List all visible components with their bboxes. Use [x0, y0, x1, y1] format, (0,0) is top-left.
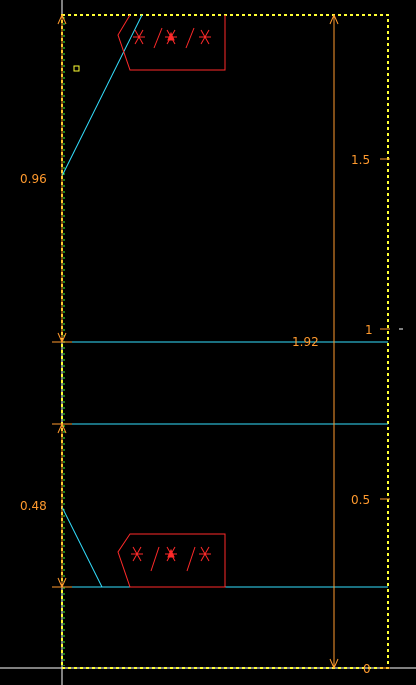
center-dim-arrow-bottom [329, 658, 339, 670]
scale-label-0: 0 [363, 662, 371, 676]
lower-left-dimension[interactable]: 0.48 [20, 422, 72, 589]
scale-label-0.5: 0.5 [351, 493, 370, 507]
center-dim-arrow-top [329, 13, 339, 25]
upper-dimension-label: 0.96 [20, 172, 47, 186]
lower-symbol-frame [117, 533, 226, 588]
upper-brace-line[interactable] [61, 14, 143, 177]
center-dimension-label: 1.92 [292, 335, 319, 349]
scale-label-1.5: 1.5 [351, 153, 370, 167]
right-scale: 0 0.5 1 1.5 [351, 153, 403, 676]
small-square-marker-icon[interactable] [73, 65, 80, 72]
upper-weld-symbol-icon[interactable] [117, 14, 226, 71]
scale-label-1: 1 [365, 323, 373, 337]
upper-symbol-frame [117, 14, 226, 71]
lower-weld-symbol-icon[interactable] [117, 533, 226, 588]
lower-brace-line[interactable] [61, 506, 103, 588]
upper-left-dimension[interactable]: 0.96 [20, 13, 72, 344]
upper-symbol-glyphs [133, 27, 211, 49]
lower-dimension-label: 0.48 [20, 499, 47, 513]
upper-dim-arrow-top [57, 13, 67, 25]
lower-symbol-glyphs [131, 546, 211, 572]
center-dimension[interactable]: 1.92 [292, 13, 339, 670]
